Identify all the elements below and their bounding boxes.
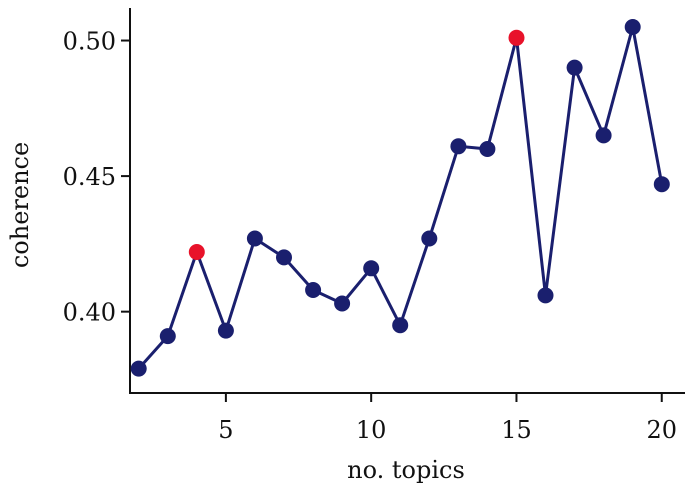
y-tick-label: 0.40 bbox=[63, 299, 116, 327]
data-point bbox=[334, 295, 351, 312]
data-point bbox=[159, 328, 176, 345]
x-tick-label: 15 bbox=[501, 416, 532, 444]
axis-labels: no. topics coherence bbox=[6, 142, 465, 484]
data-point bbox=[624, 19, 641, 35]
data-point bbox=[595, 127, 612, 144]
x-axis-label: no. topics bbox=[347, 456, 465, 484]
y-axis-label: coherence bbox=[6, 142, 34, 268]
x-tick-label: 10 bbox=[356, 416, 387, 444]
data-point bbox=[217, 322, 234, 339]
data-point bbox=[537, 287, 554, 304]
data-point bbox=[479, 141, 496, 157]
data-point bbox=[363, 260, 380, 277]
series-layer bbox=[130, 19, 670, 377]
data-point bbox=[653, 176, 670, 193]
data-point bbox=[566, 59, 583, 76]
y-tick-label: 0.50 bbox=[63, 28, 116, 56]
axes: 5 10 15 20 0.40 0.45 0.50 bbox=[63, 8, 685, 444]
x-tick-label: 20 bbox=[646, 416, 677, 444]
highlighted-data-point bbox=[508, 29, 525, 46]
data-point bbox=[130, 360, 147, 377]
data-point bbox=[246, 230, 263, 247]
y-tick-label: 0.45 bbox=[63, 163, 116, 191]
data-point bbox=[305, 282, 322, 298]
data-point bbox=[450, 138, 467, 155]
data-point bbox=[276, 249, 292, 266]
data-point bbox=[421, 230, 438, 247]
highlighted-data-point bbox=[188, 244, 205, 260]
x-tick-label: 5 bbox=[218, 416, 233, 444]
data-point bbox=[392, 317, 409, 334]
